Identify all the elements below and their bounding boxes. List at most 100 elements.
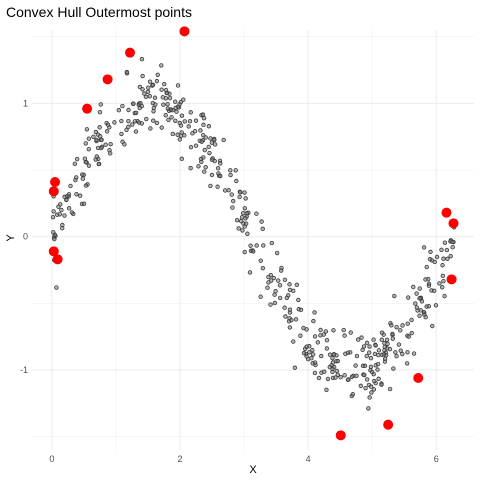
data-point bbox=[54, 285, 59, 290]
data-point bbox=[99, 137, 104, 143]
hull-point bbox=[48, 246, 59, 257]
data-point bbox=[200, 132, 206, 138]
data-point bbox=[163, 113, 168, 118]
data-point bbox=[142, 91, 147, 96]
data-point bbox=[274, 250, 280, 256]
data-point bbox=[74, 156, 80, 162]
data-point bbox=[52, 236, 57, 242]
data-point bbox=[151, 109, 156, 114]
data-point bbox=[414, 291, 419, 296]
data-point bbox=[278, 268, 284, 273]
data-point bbox=[417, 313, 422, 318]
data-point bbox=[432, 259, 437, 265]
data-point bbox=[411, 284, 416, 290]
data-point bbox=[66, 192, 72, 197]
data-point bbox=[187, 119, 193, 124]
data-point bbox=[434, 254, 440, 260]
data-point bbox=[245, 231, 250, 236]
data-point bbox=[179, 156, 185, 162]
data-point bbox=[379, 330, 385, 335]
data-point bbox=[411, 351, 417, 356]
data-point bbox=[230, 205, 235, 210]
data-point bbox=[404, 361, 410, 366]
data-point bbox=[104, 129, 110, 134]
data-point bbox=[272, 292, 277, 297]
data-point bbox=[318, 327, 323, 333]
data-point bbox=[206, 144, 211, 150]
data-point bbox=[56, 204, 61, 209]
data-point bbox=[173, 105, 178, 111]
data-point bbox=[80, 176, 86, 181]
hull-point bbox=[446, 274, 457, 285]
data-point bbox=[66, 206, 72, 211]
data-point bbox=[83, 141, 88, 146]
data-point bbox=[260, 265, 266, 271]
data-point bbox=[80, 172, 85, 177]
data-point bbox=[119, 131, 124, 137]
data-point bbox=[51, 209, 56, 214]
data-point bbox=[215, 184, 220, 189]
data-point bbox=[138, 100, 143, 106]
data-point bbox=[277, 283, 283, 288]
data-point bbox=[242, 190, 247, 195]
data-point bbox=[188, 110, 193, 115]
data-point bbox=[413, 301, 418, 306]
data-point bbox=[145, 89, 151, 95]
data-point bbox=[77, 193, 83, 198]
data-point bbox=[312, 334, 318, 339]
data-point bbox=[169, 115, 174, 120]
data-point bbox=[212, 142, 218, 147]
data-point bbox=[439, 285, 445, 290]
data-point bbox=[422, 312, 427, 317]
data-point bbox=[369, 390, 374, 395]
data-point bbox=[126, 107, 131, 113]
hull-point bbox=[383, 419, 394, 430]
data-point bbox=[69, 210, 75, 215]
hull-points-layer bbox=[48, 26, 459, 441]
data-point bbox=[316, 375, 322, 381]
data-point bbox=[97, 134, 103, 139]
data-point bbox=[62, 213, 67, 218]
data-point bbox=[215, 165, 221, 171]
data-point bbox=[172, 99, 178, 104]
tick-labels-layer: 0 2 4 6 -1 0 1 bbox=[20, 98, 439, 464]
data-point bbox=[254, 211, 259, 216]
data-point bbox=[137, 84, 143, 90]
data-point bbox=[342, 373, 347, 378]
data-point bbox=[363, 385, 368, 391]
data-point bbox=[445, 256, 450, 262]
data-point bbox=[107, 148, 112, 153]
data-point bbox=[199, 159, 204, 165]
data-point bbox=[331, 328, 336, 333]
data-point bbox=[390, 336, 396, 341]
hull-point bbox=[52, 254, 63, 265]
data-point bbox=[367, 395, 372, 400]
data-point bbox=[140, 73, 145, 79]
data-point bbox=[228, 172, 233, 178]
data-point bbox=[372, 378, 377, 384]
data-point bbox=[131, 101, 136, 107]
data-point bbox=[368, 356, 374, 361]
data-point bbox=[373, 343, 378, 348]
data-point bbox=[199, 139, 204, 144]
data-point bbox=[384, 337, 390, 342]
data-point bbox=[379, 382, 384, 387]
data-point bbox=[376, 376, 381, 382]
data-point bbox=[202, 147, 207, 153]
data-point bbox=[360, 347, 365, 353]
data-point bbox=[196, 164, 201, 169]
data-points-layer bbox=[49, 57, 457, 411]
data-point bbox=[324, 387, 329, 392]
x-tick-label: 4 bbox=[306, 454, 311, 464]
data-point bbox=[122, 142, 127, 147]
data-point bbox=[151, 118, 156, 123]
data-point bbox=[96, 161, 101, 167]
data-point bbox=[202, 169, 207, 174]
data-point bbox=[258, 294, 263, 299]
data-point bbox=[148, 126, 153, 131]
data-point bbox=[254, 243, 259, 248]
data-point bbox=[226, 187, 231, 193]
data-point bbox=[364, 340, 370, 346]
hull-point bbox=[179, 26, 190, 37]
data-point bbox=[389, 323, 394, 328]
